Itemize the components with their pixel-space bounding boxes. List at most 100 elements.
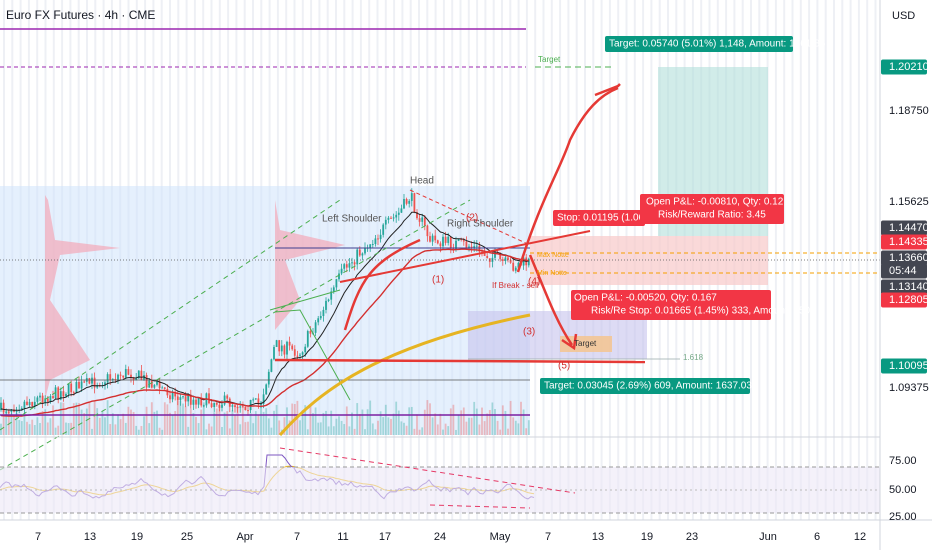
time-label: Apr (236, 531, 253, 543)
candle-body (122, 375, 125, 378)
candle-body (421, 217, 424, 222)
time-label: 25 (181, 531, 193, 543)
volume-bar (166, 404, 169, 435)
volume-bar (98, 417, 101, 435)
volume-bar (158, 427, 161, 435)
candle-body (403, 198, 405, 209)
candle-body (512, 262, 515, 271)
volume-bar (148, 423, 151, 435)
candle-body (33, 401, 36, 407)
candle-body (182, 396, 184, 398)
candle-body (132, 377, 135, 381)
volume-bar (327, 426, 330, 435)
volume-bar (273, 410, 275, 435)
volume-bar (221, 426, 223, 435)
candle-body (231, 405, 234, 407)
time-label: 13 (592, 531, 604, 543)
candle-body (410, 193, 413, 201)
position-label: Target: 0.03045 (2.69%) 609, Amount: 163… (544, 381, 752, 392)
candle-body (296, 355, 299, 357)
axes: 1.20210 1.18750 1.15625 1.14470 1.14335 1.136… (35, 59, 929, 543)
volume-bar (153, 411, 156, 435)
volume-bar (93, 401, 96, 435)
volume-bar (187, 426, 190, 435)
candle-body (114, 378, 117, 380)
volume-bar (403, 422, 405, 435)
volume-bar (410, 406, 413, 435)
candle-body (135, 378, 138, 381)
volume-bar (106, 400, 109, 435)
volume-bar (270, 427, 273, 435)
volume-bar (137, 429, 140, 435)
candle-body (174, 392, 177, 397)
rsi-label: 50.00 (889, 484, 917, 496)
volume-bar (275, 404, 278, 435)
volume-bar (57, 425, 60, 435)
volume-bar (501, 405, 504, 435)
label-box (553, 210, 645, 226)
candle-body (309, 331, 312, 334)
candle-body (236, 407, 239, 409)
volume-bar (72, 403, 75, 435)
volume-bar (197, 423, 200, 435)
candle-body (28, 401, 31, 406)
volume-bar (514, 420, 517, 435)
volume-bar (340, 420, 343, 435)
candle-body (418, 218, 421, 222)
price-label: 1.14335 (889, 236, 929, 248)
volume-bar (278, 420, 281, 435)
volume-bar (416, 414, 418, 435)
volume-bar (171, 415, 174, 435)
volume-bar (109, 424, 112, 435)
head-trend (409, 189, 531, 246)
candle-body (267, 371, 270, 385)
candle-body (70, 383, 73, 393)
volume-bar (80, 409, 83, 435)
volume-bar (10, 415, 13, 435)
label-box (540, 378, 750, 394)
candle-body (137, 370, 140, 379)
volume-bar (301, 410, 304, 435)
position-label: Open P&L: -0.00520, Qty: 0.167 (574, 293, 717, 304)
candle-body (145, 375, 148, 388)
arrow-head (594, 83, 621, 97)
candle-body (507, 257, 509, 260)
volume-bar (496, 420, 499, 435)
volume-bar (145, 406, 148, 435)
candle-body (163, 387, 166, 389)
volume-bar (364, 429, 366, 435)
volume-bar (184, 406, 187, 435)
position-label: Stop: 0.01195 (1.06 (557, 213, 645, 224)
candle-body (46, 398, 49, 402)
time-label: 12 (854, 531, 866, 543)
volume-bar (15, 412, 18, 435)
position-label: Risk/Re Stop: 0.01665 (1.45%) 333, Amoun… (591, 306, 810, 317)
volume-bar (455, 429, 457, 435)
candle-body (447, 236, 450, 243)
volume-bar (421, 427, 424, 435)
label-box (640, 194, 784, 224)
price-label: 1.18750 (889, 105, 929, 117)
candle-body (397, 212, 400, 215)
candle-body (153, 384, 156, 388)
candle-body (140, 370, 143, 380)
volume-bar (507, 428, 509, 435)
volume-bar (481, 407, 483, 435)
price-badge (881, 220, 927, 236)
annotation: Max Notte (537, 252, 569, 259)
candle-body (442, 236, 444, 247)
volume-bar (247, 421, 249, 435)
price-label: 1.13140 (889, 281, 929, 293)
volume-bar (62, 402, 65, 435)
position-label: Target: 0.05740 (5.01%) 1,148, Amount: 1… (609, 39, 826, 50)
time-label: 13 (84, 531, 96, 543)
candle-body (179, 397, 182, 401)
volume-bar (306, 429, 309, 435)
volume-bar (520, 401, 522, 435)
candle-body (78, 381, 80, 389)
volume-bar (244, 422, 247, 435)
volume-bar (353, 428, 356, 435)
candle-body (234, 405, 236, 408)
volume-bar (254, 411, 257, 435)
candle-body (72, 392, 75, 394)
